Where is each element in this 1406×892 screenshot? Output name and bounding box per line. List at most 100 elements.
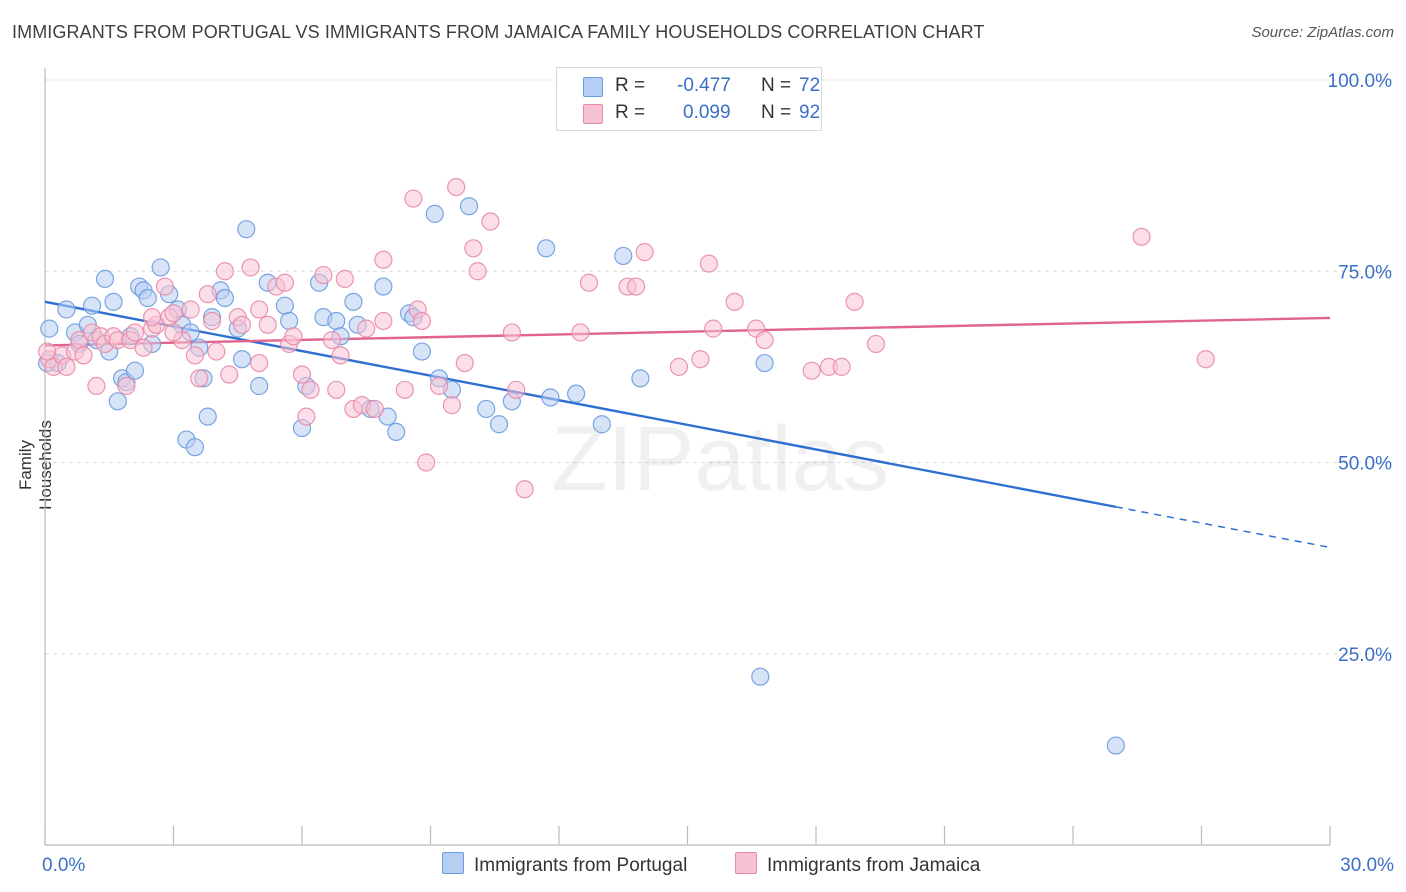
- jamaica-point: [301, 380, 320, 399]
- jamaica-point: [365, 399, 384, 419]
- jamaica-point: [284, 327, 303, 346]
- jamaica-point: [507, 380, 526, 399]
- portugal-point: [40, 319, 59, 338]
- jamaica-point: [1196, 350, 1215, 369]
- jamaica-legend-swatch: [735, 852, 757, 874]
- jamaica-point: [185, 346, 205, 365]
- legend-item-jamaica: Immigrants from Jamaica: [735, 852, 980, 877]
- jamaica-point: [417, 453, 436, 472]
- jamaica-point: [322, 331, 342, 350]
- portugal-legend-label: Immigrants from Portugal: [474, 855, 688, 876]
- jamaica-point: [207, 342, 226, 361]
- tick-labels: 25.0% 50.0% 75.0% 100.0% 0.0% 30.0%: [42, 71, 1394, 876]
- stats-legend: R = -0.477 N = 72 R = 0.099 N = 92: [556, 67, 822, 131]
- jamaica-point: [202, 311, 222, 331]
- legend-r-value: -0.477: [677, 75, 731, 96]
- jamaica-point: [297, 407, 316, 426]
- jamaica-point: [866, 334, 886, 354]
- x-tick-label-max: 30.0%: [1340, 855, 1394, 876]
- legend-r-label: R =: [615, 102, 646, 123]
- portugal-point: [57, 300, 76, 319]
- jamaica-point: [335, 269, 354, 288]
- jamaica-point: [626, 277, 646, 296]
- portugal-point: [83, 296, 102, 315]
- portugal-point: [151, 258, 170, 277]
- legend-r-label: R =: [615, 75, 646, 96]
- trend-lines: [44, 300, 1331, 549]
- portugal-point: [751, 667, 770, 686]
- jamaica-point: [190, 369, 209, 388]
- jamaica-point: [481, 212, 500, 231]
- jamaica-point: [442, 396, 462, 415]
- portugal-point: [138, 288, 157, 308]
- jamaica-point: [704, 319, 723, 338]
- jamaica-point: [691, 350, 710, 369]
- legend-item-portugal: Immigrants from Portugal: [442, 852, 687, 877]
- jamaica-point: [164, 304, 183, 323]
- portugal-point: [631, 369, 650, 388]
- y-tick-label: 75.0%: [1338, 262, 1392, 283]
- portugal-point: [567, 384, 586, 403]
- jamaica-point: [464, 239, 483, 258]
- jamaica-point: [314, 265, 333, 285]
- portugal-point: [108, 392, 127, 411]
- portugal-point: [477, 399, 496, 419]
- jamaica-point: [571, 323, 590, 342]
- portugal-point: [614, 246, 633, 266]
- axes: [44, 68, 1331, 846]
- jamaica-point: [374, 250, 393, 269]
- portugal-point: [280, 311, 299, 331]
- portugal-point: [275, 296, 294, 315]
- portugal-trend-line: [44, 300, 1117, 509]
- jamaica-point: [357, 319, 376, 338]
- legend-n-value: 92: [799, 102, 821, 123]
- portugal-point: [592, 415, 611, 434]
- jamaica-point: [220, 365, 239, 384]
- portugal-point: [425, 204, 444, 223]
- chart-title: IMMIGRANTS FROM PORTUGAL VS IMMIGRANTS F…: [12, 22, 985, 42]
- jamaica-point: [502, 323, 521, 342]
- jamaica-point: [215, 262, 234, 281]
- portugal-point: [104, 292, 123, 311]
- jamaica-point: [181, 300, 200, 319]
- jamaica-point: [669, 357, 689, 376]
- jamaica-point: [832, 357, 851, 376]
- gridlines: [45, 79, 1392, 655]
- jamaica-point: [258, 315, 277, 334]
- jamaica-point: [164, 323, 183, 342]
- jamaica-point: [87, 376, 106, 396]
- portugal-point: [489, 415, 509, 434]
- legend-n-label: N =: [761, 75, 792, 96]
- jamaica-point: [327, 380, 346, 399]
- legend-n-label: N =: [761, 102, 792, 123]
- jamaica-point: [331, 346, 350, 365]
- jamaica-point: [725, 292, 744, 311]
- legend-r-value: 0.099: [683, 102, 731, 123]
- portugal-point: [344, 292, 363, 311]
- portugal-point: [1106, 736, 1125, 755]
- portugal-point: [198, 407, 217, 426]
- portugal-point: [412, 342, 432, 361]
- portugal-point: [755, 353, 774, 373]
- jamaica-point: [250, 300, 269, 319]
- portugal-legend-swatch: [442, 852, 464, 874]
- jamaica-point: [74, 346, 93, 365]
- jamaica-point: [134, 338, 153, 357]
- portugal-point: [250, 376, 269, 396]
- jamaica-point: [275, 273, 294, 292]
- portugal-point: [387, 422, 406, 441]
- jamaica-legend-label: Immigrants from Jamaica: [767, 855, 981, 876]
- portugal-point: [237, 220, 256, 239]
- jamaica-point: [57, 357, 76, 376]
- jamaica-point: [455, 353, 474, 373]
- jamaica-point: [142, 308, 162, 327]
- jamaica-point: [395, 380, 414, 399]
- jamaica-point: [198, 285, 217, 304]
- jamaica-point: [232, 315, 252, 334]
- jamaica-point: [250, 353, 269, 373]
- x-tick-label-min: 0.0%: [42, 855, 85, 876]
- jamaica-point: [1132, 227, 1151, 246]
- data-points: [38, 178, 1215, 755]
- portugal-point: [459, 197, 479, 216]
